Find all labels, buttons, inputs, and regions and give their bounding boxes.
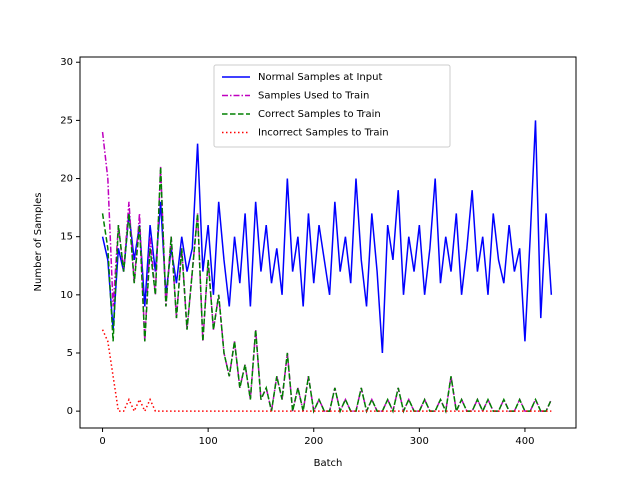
y-tick-label: 0 bbox=[67, 406, 73, 417]
legend-box bbox=[213, 64, 451, 148]
plot-frame bbox=[79, 56, 577, 429]
legend-label: Correct Samples to Train bbox=[258, 109, 381, 120]
y-tick-label: 15 bbox=[60, 232, 73, 243]
x-tick-label: 300 bbox=[410, 436, 429, 447]
series-line bbox=[101, 131, 553, 414]
legend-label: Samples Used to Train bbox=[258, 91, 369, 102]
x-tick-label: 400 bbox=[515, 436, 534, 447]
legend-label: Incorrect Samples to Train bbox=[258, 128, 389, 139]
y-tick-label: 25 bbox=[60, 115, 73, 126]
y-tick-label: 30 bbox=[60, 57, 73, 68]
legend-label: Normal Samples at Input bbox=[258, 72, 382, 83]
series-line bbox=[101, 120, 553, 354]
y-tick-label: 20 bbox=[60, 174, 73, 185]
x-axis-label: Batch bbox=[314, 458, 343, 469]
x-tick-label: 0 bbox=[99, 436, 105, 447]
y-tick-label: 5 bbox=[67, 348, 73, 359]
x-tick-label: 200 bbox=[304, 436, 323, 447]
y-axis-label: Number of Samples bbox=[33, 193, 44, 292]
series-line bbox=[101, 329, 552, 413]
x-tick-label: 100 bbox=[199, 436, 218, 447]
y-tick-label: 10 bbox=[60, 290, 73, 301]
